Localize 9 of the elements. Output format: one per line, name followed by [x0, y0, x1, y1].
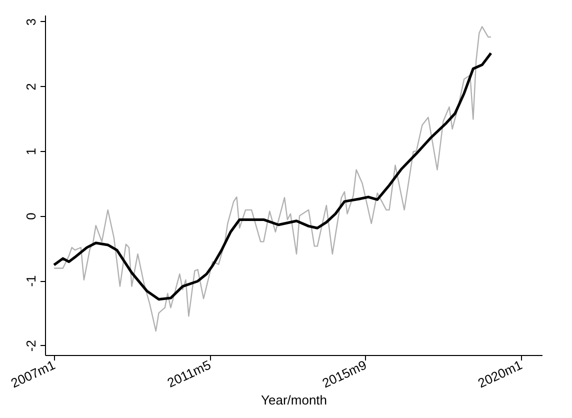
y-tick-label: -2 [24, 340, 38, 352]
x-axis-title: Year/month [260, 392, 328, 408]
y-tick-label: 3 [24, 18, 38, 26]
line-series [52, 52, 492, 301]
y-tick-label: 2 [24, 83, 38, 90]
line-series [53, 26, 492, 332]
y-tick-label: -1 [24, 275, 38, 287]
y-tick-label: 1 [24, 148, 38, 156]
y-tick-label: 0 [24, 212, 38, 220]
